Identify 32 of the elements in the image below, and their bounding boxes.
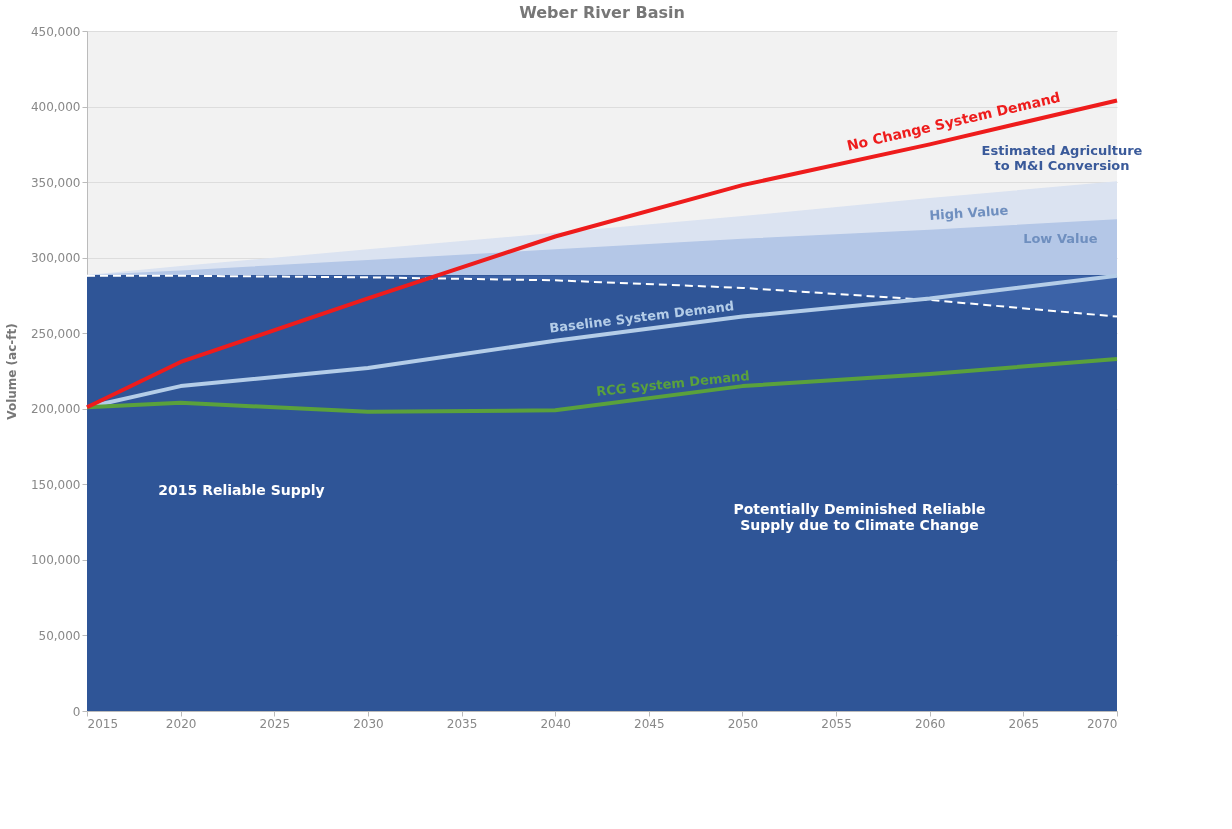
x-tick-label: 2025: [259, 716, 291, 731]
text: RCG System Demand: [595, 368, 751, 399]
y-tick-label: 450,000: [30, 24, 81, 39]
y-axis-title: Volume (ac-ft): [4, 323, 19, 420]
y-tick-label: 400,000: [30, 100, 81, 115]
y-tick-label: 50,000: [38, 628, 81, 643]
series-label: 2015 Reliable Supply: [158, 481, 325, 498]
y-tick-label: 200,000: [30, 402, 81, 417]
y-tick-label: 150,000: [30, 477, 81, 492]
x-tick-label: 2030: [353, 716, 384, 731]
x-tick-label: 2015: [87, 716, 119, 731]
x-tick-label: 2060: [914, 716, 946, 731]
y-tick-label: 300,000: [30, 251, 81, 266]
x-tick-label: 2045: [634, 716, 665, 731]
line-series: [85, 356, 1119, 414]
x-tick-label: 2065: [1008, 716, 1040, 731]
x-tick-label: 2035: [446, 716, 478, 731]
x-tick-label: 2020: [165, 716, 197, 731]
y-tick-label: 100,000: [30, 553, 81, 568]
annotation: Estimated Agriculture to M&I Conversion: [981, 143, 1143, 173]
chart-title: Weber River Basin: [519, 3, 685, 22]
x-tick-label: 2070: [1086, 716, 1118, 731]
x-tick-label: 2055: [821, 716, 852, 731]
text: Potentially Deminished Reliable Supply due to Climate Change: [733, 501, 986, 534]
y-tick-label: 0: [72, 704, 81, 719]
y-tick-label: 250,000: [30, 326, 81, 341]
text: Baseline System Demand: [548, 298, 735, 336]
x-tick-label: 2050: [727, 716, 759, 731]
series-label: Low Value: [1023, 231, 1098, 247]
series-label: High Value: [928, 202, 1010, 224]
x-tick-label: 2040: [540, 716, 571, 731]
y-tick-label: 350,000: [30, 175, 81, 190]
